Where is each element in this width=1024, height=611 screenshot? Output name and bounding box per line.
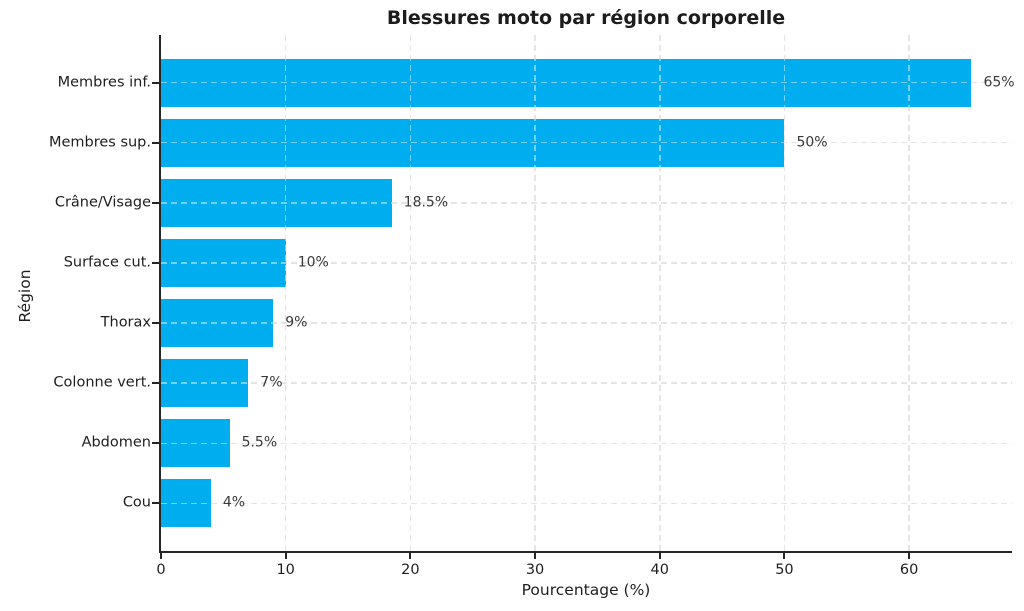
x-tick-label: 30 <box>525 562 545 578</box>
x-tick-mark <box>908 551 911 559</box>
gridline-v <box>659 35 661 551</box>
y-tick-label: Surface cut. <box>63 254 151 271</box>
gridline-v <box>284 35 287 551</box>
y-tick-label: Thorax <box>100 314 151 331</box>
gridline-h <box>161 141 1012 144</box>
bar-value-label: 4% <box>222 495 246 512</box>
gridline-v <box>908 35 910 551</box>
gridline-v <box>908 35 910 551</box>
x-tick-mark <box>658 551 661 559</box>
chart-title: Blessures moto par région corporelle <box>386 7 786 29</box>
bar-value-label: 18.5% <box>403 194 449 211</box>
y-tick-label: Membres inf. <box>57 74 151 91</box>
bar <box>161 238 286 287</box>
bar-value-label: 10% <box>297 254 329 271</box>
x-tick-label: 0 <box>156 562 166 578</box>
bar-value-label: 5.5% <box>241 435 278 452</box>
gridline-h <box>161 202 1012 204</box>
gridline-h <box>161 81 1012 84</box>
gridline-h <box>161 382 1012 384</box>
y-tick-mark <box>152 201 161 204</box>
bar <box>161 118 785 167</box>
gridline-h <box>161 202 1012 204</box>
plot-area: 0 10 20 30 40 50 60 Membres inf. 65% Membres sup.… <box>49 35 1015 578</box>
y-tick-mark <box>152 141 161 144</box>
gridline-v <box>783 35 786 551</box>
bar-value-label: 50% <box>796 134 828 151</box>
y-tick-label: Membres sup. <box>48 134 151 151</box>
gridline-h <box>161 502 1012 505</box>
gridline-h <box>161 262 1012 264</box>
x-tick-label: 20 <box>401 562 420 578</box>
x-tick-label: 50 <box>775 562 794 578</box>
bar <box>161 419 230 468</box>
x-axis-label: Pourcentage (%) <box>521 581 651 599</box>
bar-value-label: 7% <box>260 374 283 391</box>
gridline-v <box>534 35 536 551</box>
gridline-v <box>409 35 412 551</box>
x-tick-label: 40 <box>650 562 669 578</box>
bar <box>161 479 211 528</box>
gridline-h <box>161 322 1012 324</box>
gridline-h <box>161 262 1012 264</box>
x-tick-mark <box>409 551 412 559</box>
y-tick-mark <box>152 322 161 325</box>
gridline-v <box>409 35 412 551</box>
x-axis-spine <box>159 551 1012 553</box>
gridline-v <box>284 35 287 551</box>
gridline-h <box>161 322 1012 324</box>
gridline-h <box>161 442 1012 445</box>
gridline-h <box>161 382 1012 384</box>
x-tick-mark <box>783 551 786 559</box>
y-axis-spine <box>159 35 161 553</box>
bar <box>161 178 392 227</box>
x-tick-mark <box>284 551 287 559</box>
gridline-h <box>161 442 1012 445</box>
y-tick-label: Abdomen <box>81 435 151 452</box>
bar-value-label: 65% <box>983 74 1015 91</box>
bar-value-label: 9% <box>285 314 308 331</box>
y-tick-mark <box>152 81 161 84</box>
gridline-v <box>659 35 661 551</box>
gridline-h <box>161 502 1012 505</box>
gridline-v <box>534 35 536 551</box>
y-tick-label: Crâne/Visage <box>54 194 151 211</box>
bar <box>161 58 972 107</box>
y-tick-mark <box>152 261 161 264</box>
gridline-v <box>783 35 786 551</box>
y-tick-mark <box>152 502 161 505</box>
y-tick-label: Colonne vert. <box>53 374 151 391</box>
x-tick-label: 60 <box>899 562 919 578</box>
x-tick-mark <box>160 551 162 559</box>
y-axis-label: Région <box>16 269 34 323</box>
y-tick-mark <box>152 442 161 445</box>
y-tick-label: Cou <box>122 495 151 512</box>
x-tick-mark <box>534 551 537 559</box>
x-tick-label: 10 <box>276 562 295 578</box>
y-tick-mark <box>152 382 161 385</box>
bar <box>161 359 249 408</box>
bar <box>161 299 274 348</box>
